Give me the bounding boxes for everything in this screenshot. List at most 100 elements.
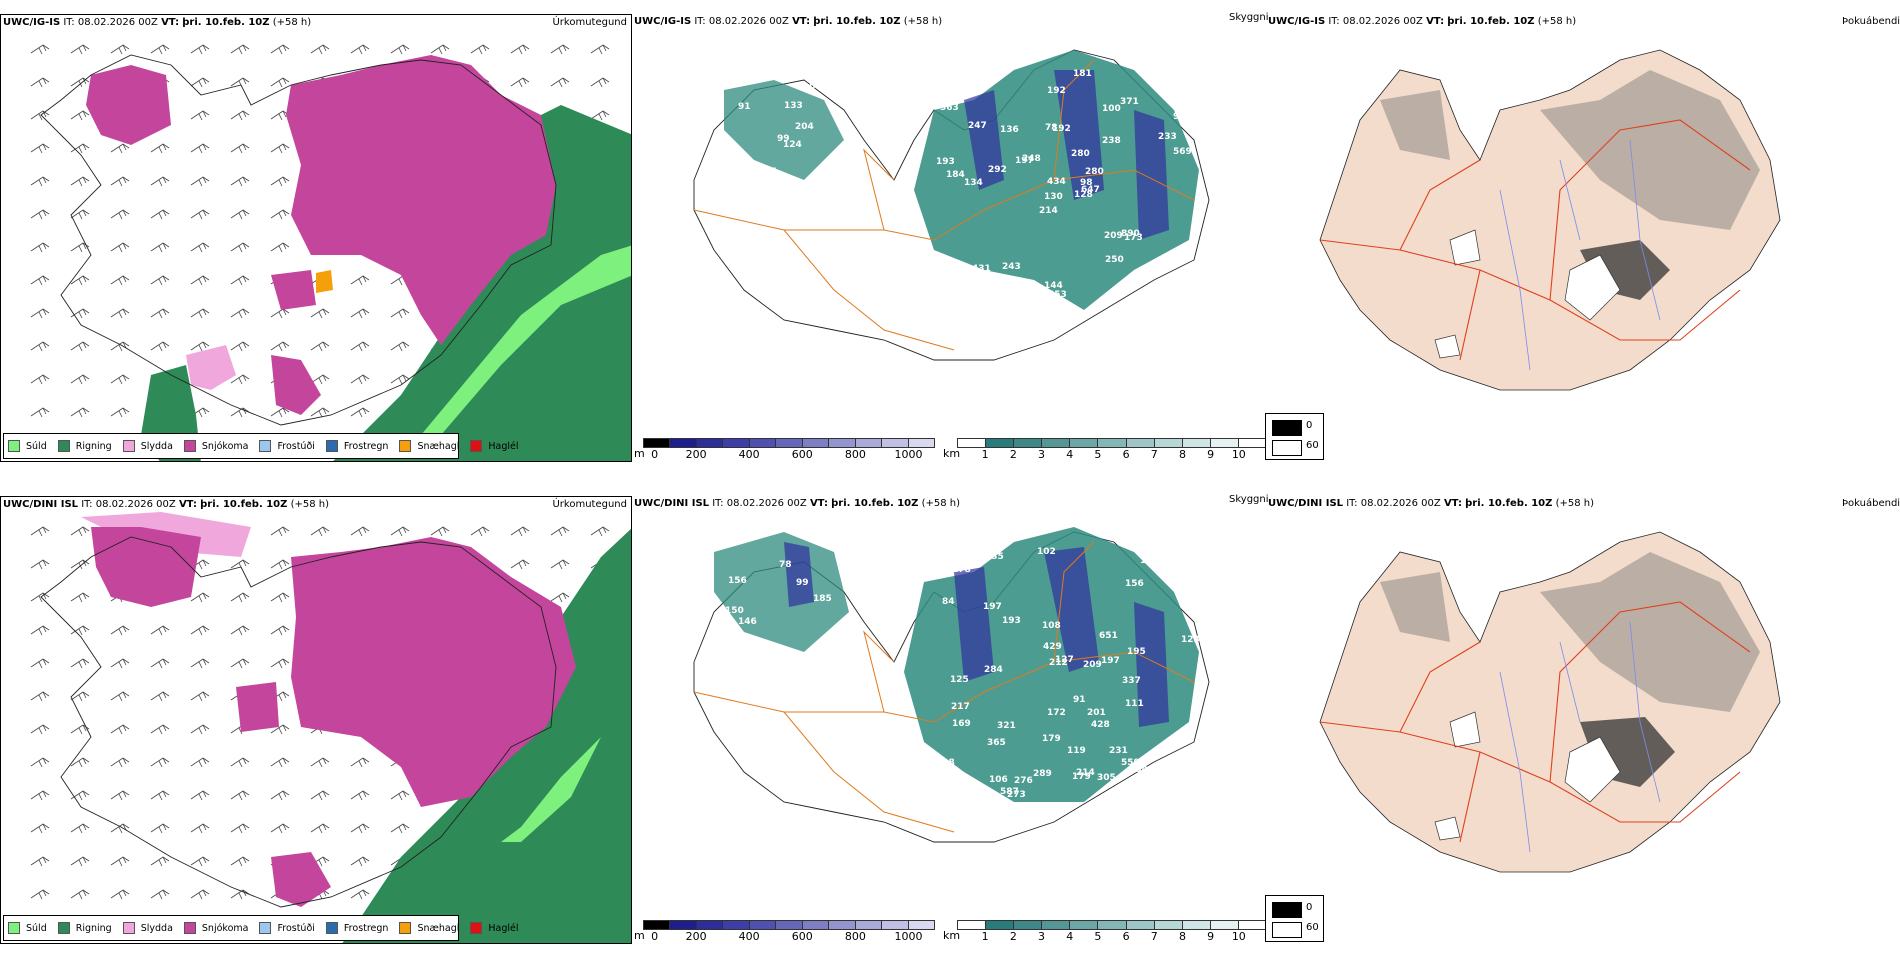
legend-label: Frostregn (343, 922, 389, 934)
wind-barb (350, 526, 370, 537)
wind-barb (110, 625, 130, 636)
fog-legend-swatch (1272, 440, 1302, 456)
colorbar-tick-label: 1000 (894, 930, 923, 943)
lead-time: (+58 h) (1555, 498, 1595, 509)
legend-swatch (57, 922, 70, 934)
model-name: UWC/DINI ISL (634, 498, 710, 509)
cloud-height-label: 248 (1022, 154, 1041, 164)
cloud-height-label: 250 (1105, 255, 1124, 265)
vt-value: þri. 10.feb. 10Z (200, 499, 288, 510)
fog-title: Þokuábendi (1842, 16, 1900, 27)
cloud-height-label: 119 (1166, 287, 1185, 297)
wind-barb (30, 889, 50, 900)
wind-barb (310, 341, 330, 352)
model-name: UWC/IG-IS (3, 17, 61, 28)
colorbar-tick-label: 800 (844, 448, 866, 461)
visibility-colorbar: 1 2 3 4 5 6 7 8 9 10 km (943, 438, 1267, 461)
legend-item: Snæhagl (399, 922, 459, 934)
wind-barb (230, 176, 250, 187)
colorbar-segment (829, 439, 856, 447)
cloud-height-label: 434 (1047, 177, 1066, 187)
wind-barb (310, 526, 330, 537)
wind-barb (110, 856, 130, 867)
wind-barb (70, 526, 90, 537)
colorbar-segment (1154, 921, 1183, 929)
legend-label: Haglél (488, 440, 519, 452)
snow-area-nw (86, 65, 171, 145)
cloud-base-colorbar: 0 200 400 600 800 1000 m (634, 920, 935, 943)
wind-barb (390, 308, 410, 319)
rivers (1499, 139, 1661, 371)
colorbar-tick-label: 3 (1038, 448, 1046, 461)
cloud-height-label: 289 (1033, 769, 1052, 779)
visibility-bar (957, 438, 1267, 448)
lead-time: (+58 h) (1537, 16, 1577, 27)
cloud-height-label: 569 (1173, 147, 1192, 157)
cloud-height-label: 890 (1121, 229, 1140, 239)
legend-item: Snæhagl (399, 440, 459, 452)
cloud-height-label: 111 (1125, 699, 1144, 709)
cloud-height-label: 284 (984, 665, 1003, 675)
it-label: IT: (63, 17, 75, 28)
wind-barb (70, 757, 90, 768)
wind-barb (30, 724, 50, 735)
colorbar-segment (670, 921, 697, 929)
cloud-height-label: 398 (936, 758, 955, 768)
wind-barb (150, 889, 170, 900)
vt-value: þri. 10.feb. 10Z (831, 498, 919, 509)
precip-type-panel: UWC/IG-IS IT: 08.02.2026 00Z VT: þri. 10… (0, 14, 632, 462)
fog-panel-header: UWC/IG-IS IT: 08.02.2026 00Z VT: þri. 10… (1268, 16, 1576, 27)
model-name: UWC/IG-IS (1268, 16, 1326, 27)
vis-title: Skyggni (1229, 494, 1269, 505)
visibility-map: 150 78 185 112 156 102 146 99 108 110 127 111 102 84 1… (693, 527, 1210, 843)
cloud-base-colorbar: 0 200 400 600 800 1000 m (634, 438, 935, 461)
visibility-unit: km (943, 447, 961, 460)
cloud-height-label: 130 (1044, 192, 1063, 202)
wind-barb (270, 757, 290, 768)
wind-barb (190, 790, 210, 801)
cloud-height-label: 247 (968, 121, 987, 131)
wind-barb (270, 526, 290, 537)
wind-barb (110, 724, 130, 735)
wind-barb (230, 856, 250, 867)
colorbar-tick-label: 5 (1094, 448, 1102, 461)
cloud-height-label: 292 (988, 165, 1007, 175)
colorbar-tick-label: 6 (1122, 930, 1130, 943)
roads (693, 541, 1195, 833)
land (1319, 49, 1781, 391)
snow-area-ne (286, 55, 556, 345)
sleet-area (186, 345, 236, 390)
wind-barb (150, 44, 170, 55)
hail-spot (316, 270, 333, 293)
wind-barb (150, 757, 170, 768)
legend-label: Slydda (140, 440, 173, 452)
cloud-height-label: 181 (1073, 69, 1092, 79)
colorbar-tick-label: 200 (685, 930, 707, 943)
cloud-height-label: 102 (829, 673, 848, 683)
wind-barb (190, 242, 210, 253)
wind-barb (230, 209, 250, 220)
visibility-ticks: 1 2 3 4 5 6 7 8 9 10 (957, 448, 1267, 461)
wind-barb (550, 526, 570, 537)
cloud-height-label: 280 (1085, 167, 1104, 177)
cloud-height-label: 233 (1158, 132, 1177, 142)
colorbar-segment (723, 921, 750, 929)
wind-barb (30, 374, 50, 385)
legend-item: Rigning (57, 922, 112, 934)
wind-barb (70, 374, 90, 385)
colorbar-segment (696, 921, 724, 929)
wind-barb (590, 77, 610, 88)
precip-map (30, 44, 631, 461)
colorbar-segment (644, 921, 671, 929)
fog-legend: 0 60 (1265, 413, 1324, 460)
wind-barb (350, 308, 370, 319)
colorbar-tick-label: 10 (1231, 448, 1246, 461)
wind-barb (110, 823, 130, 834)
colorbar-segment (1182, 921, 1211, 929)
colorbar-tick-label: 9 (1207, 930, 1215, 943)
wind-barb (230, 308, 250, 319)
wind-barb (270, 823, 290, 834)
visibility-colorbar: 1 2 3 4 5 6 7 8 9 10 km (943, 920, 1267, 943)
cloud-height-label: 217 (951, 702, 970, 712)
wind-barb (270, 44, 290, 55)
